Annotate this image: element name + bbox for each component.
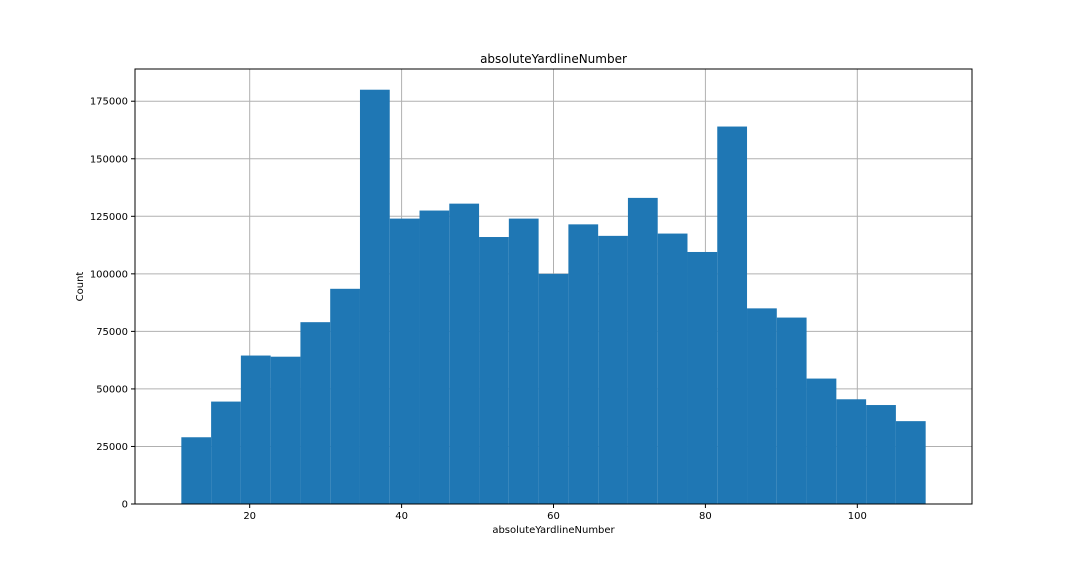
histogram-bar — [240, 355, 271, 504]
histogram-bars — [181, 89, 926, 505]
chart-title: absoluteYardlineNumber — [480, 52, 627, 66]
y-tick-label: 0 — [122, 500, 128, 511]
y-tick-label: 125000 — [90, 212, 128, 223]
x-tick-label: 40 — [395, 511, 408, 522]
histogram-bar — [776, 317, 807, 504]
y-tick-label: 175000 — [90, 97, 128, 108]
histogram-bar — [806, 378, 837, 504]
histogram-bar — [687, 251, 718, 504]
histogram-bar — [568, 224, 599, 504]
histogram-bar — [449, 203, 480, 504]
histogram-bar — [419, 210, 450, 505]
histogram-bar — [627, 197, 658, 504]
histogram-bar — [598, 235, 628, 504]
y-axis-title: Count — [75, 272, 86, 302]
histogram-bar — [300, 322, 331, 504]
histogram-bar — [747, 308, 777, 504]
histogram-bar — [270, 356, 301, 504]
histogram-bar — [836, 399, 867, 504]
histogram-bar — [866, 405, 896, 504]
x-tick-label: 20 — [243, 511, 256, 522]
histogram-bar — [389, 218, 420, 504]
axis-ticks: 20 40 60 80 100 0 25000 50000 75000 100000 125000 1… — [90, 97, 867, 522]
histogram-bar — [508, 218, 539, 504]
x-tick-label: 60 — [547, 511, 560, 522]
histogram-bar — [657, 233, 688, 505]
y-tick-label: 100000 — [90, 269, 128, 280]
x-axis-title: absoluteYardlineNumber — [492, 525, 615, 536]
y-tick-label: 50000 — [96, 384, 128, 395]
y-tick-label: 25000 — [96, 442, 128, 453]
histogram-bar — [330, 288, 360, 504]
y-tick-label: 75000 — [96, 327, 128, 338]
histogram-bar — [479, 237, 509, 504]
histogram-bar — [181, 437, 212, 504]
histogram-bar — [717, 126, 748, 505]
histogram-bar — [211, 401, 241, 504]
x-tick-label: 80 — [699, 511, 712, 522]
y-tick-label: 150000 — [90, 154, 128, 165]
histogram-bar — [538, 273, 569, 504]
histogram-bar — [895, 421, 926, 504]
histogram-bar — [359, 89, 390, 504]
x-tick-label: 100 — [848, 511, 867, 522]
